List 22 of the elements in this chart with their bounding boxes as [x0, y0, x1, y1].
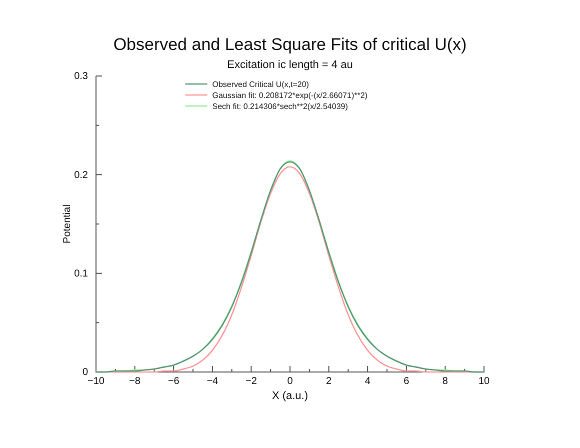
x-tick-label: −10: [88, 376, 105, 388]
x-tick-label: 8: [442, 376, 448, 388]
y-tick-label: 0.3: [74, 71, 88, 82]
x-tick-label: 10: [478, 376, 490, 388]
x-tick-label: −6: [168, 376, 180, 388]
legend-label: Sech fit: 0.214306*sech**2(x/2.54039): [212, 102, 348, 111]
x-tick-label: −4: [206, 376, 219, 388]
legend-label: Gaussian fit: 0.208172*exp(-(x/2.66071)**2): [212, 91, 368, 100]
chart-subtitle: Excitation ic length = 4 au: [227, 59, 353, 71]
chart-title: Observed and Least Square Fits of critical U(x): [113, 35, 467, 54]
x-tick-label: 0: [287, 376, 294, 388]
x-axis-title: X (a.u.): [272, 390, 308, 402]
y-tick-label: 0: [82, 367, 88, 378]
x-tick-label: −8: [129, 376, 141, 388]
y-tick-label: 0.1: [74, 268, 88, 280]
x-tick-label: 4: [364, 376, 371, 388]
y-tick-label: 0.2: [74, 170, 88, 181]
x-tick-label: 6: [404, 376, 410, 388]
y-axis-title: Potential: [62, 204, 73, 244]
x-tick-label: −2: [245, 376, 258, 388]
x-tick-label: 2: [326, 376, 332, 388]
legend-label: Observed Critical U(x,t=20): [212, 80, 310, 89]
